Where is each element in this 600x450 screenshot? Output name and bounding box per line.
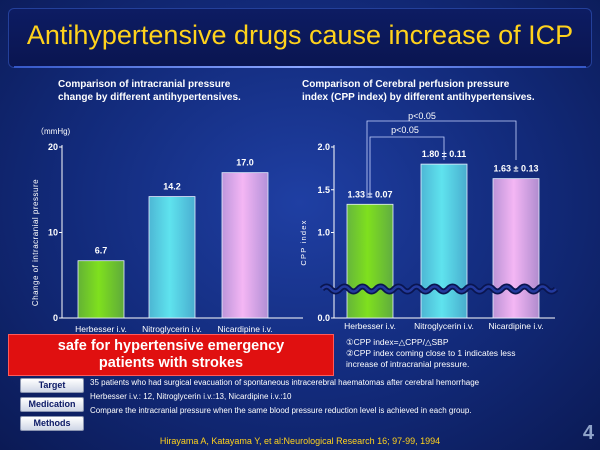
page-number: 4 — [582, 422, 594, 444]
chart2-bar-2 — [420, 163, 468, 319]
chart2-category-label-1: Herbesser i.v. — [344, 321, 396, 331]
chart1-category-label-2: Nitroglycerin i.v. — [142, 324, 202, 334]
left-subtitle-line-1: Comparison of intracranial pressure — [58, 79, 231, 90]
chart1-unit-label: （mmHg) — [36, 127, 71, 136]
chart2-category-label-2: Nitroglycerin i.v. — [414, 321, 474, 331]
target-text: 35 patients who had surgical evacuation … — [90, 378, 480, 387]
note-3: increase of intracranial pressure. — [346, 359, 470, 369]
chart1-bar-2 — [148, 196, 196, 319]
chart2-category-label-3: Nicardipine i.v. — [488, 321, 543, 331]
title-underline — [14, 66, 586, 68]
callout-line-1: safe for hypertensive emergency — [57, 338, 285, 354]
right-subtitle-line-1: Comparison of Cerebral perfusion pressur… — [302, 79, 510, 90]
chart2-y-tick-label: 2.0 — [317, 142, 330, 152]
right-subtitle-line-2: index (CPP index) by different antihyper… — [302, 92, 535, 103]
note-2: ②CPP index coming close to 1 indicates l… — [346, 348, 516, 358]
callout-line-2: patients with strokes — [98, 355, 244, 371]
chart1-category-label-3: Nicardipine i.v. — [217, 324, 272, 334]
cpp-notes: ①CPP index=△CPP/△SBP ②CPP index coming c… — [346, 337, 516, 370]
chart1-y-tick-label: 0 — [53, 313, 58, 323]
chart1-bar-3 — [221, 172, 269, 319]
chart2-y-tick-label: 1.0 — [317, 228, 330, 238]
chart2-y-tick-label: 1.5 — [317, 185, 330, 195]
chart1-y-tick-label: 20 — [48, 142, 58, 152]
chart1-data-label-2: 14.2 — [163, 182, 181, 192]
chart2-y-axis-label: CPP index — [299, 219, 308, 265]
citation: Hirayama A, Katayama Y, et al:Neurologic… — [159, 436, 441, 446]
chart1-y-axis-label: Change of intracranial pressure — [31, 179, 40, 306]
sig-label-2: p<0.05 — [408, 111, 436, 121]
sig-bracket-1 — [369, 136, 445, 198]
chart2-y-tick-label: 0.0 — [317, 313, 330, 323]
chart1-category-label-1: Herbesser i.v. — [75, 324, 127, 334]
right-chart-subtitle: Comparison of Cerebral perfusion pressur… — [302, 78, 535, 104]
medication-label: Medication — [20, 397, 84, 412]
chart2-bar-3 — [492, 178, 540, 319]
title-bar — [8, 8, 592, 68]
medication-text: Herbesser i.v.: 12, Nitroglycerin i.v.:1… — [90, 392, 292, 401]
page-title: Antihypertensive drugs cause increase of… — [26, 20, 574, 50]
chart2-bar-1 — [346, 203, 394, 319]
safety-callout: safe for hypertensive emergency patients… — [8, 334, 334, 376]
methods-label: Methods — [20, 416, 84, 431]
sig-label-1: p<0.05 — [391, 125, 419, 135]
chart1-data-label-1: 6.7 — [95, 246, 108, 256]
left-subtitle-line-2: change by different antihypertensives. — [58, 92, 241, 103]
chart1-data-label-3: 17.0 — [236, 158, 254, 168]
sig-bracket-2 — [366, 120, 517, 198]
left-chart-subtitle: Comparison of intracranial pressure chan… — [58, 78, 241, 104]
chart2-axis-break-wave — [321, 285, 557, 293]
target-label: Target — [20, 378, 84, 393]
methods-text: Compare the intracranial pressure when t… — [90, 406, 472, 415]
chart1-bar-1 — [77, 260, 125, 319]
chart2-data-label-3: 1.63 ± 0.13 — [494, 164, 539, 174]
note-1: ①CPP index=△CPP/△SBP — [346, 337, 449, 347]
chart1-y-tick-label: 10 — [48, 228, 58, 238]
